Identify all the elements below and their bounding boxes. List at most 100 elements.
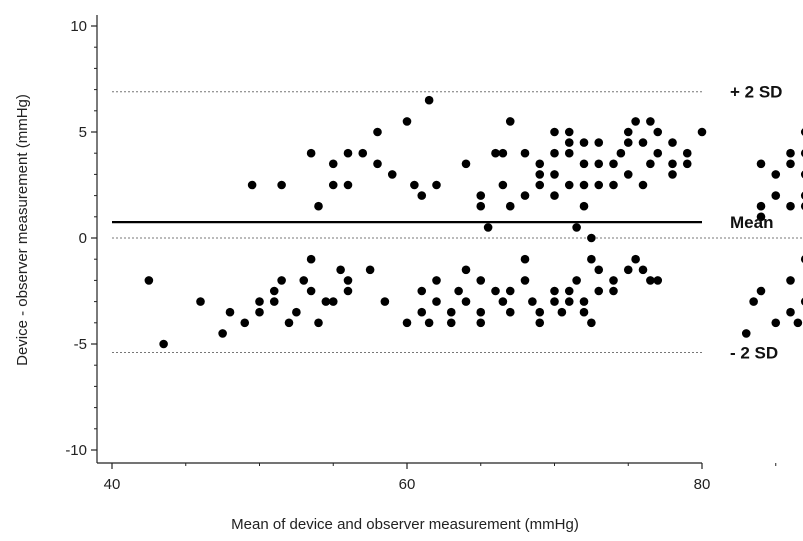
data-point [505,201,515,211]
data-point [786,276,795,285]
data-point [594,265,604,275]
data-point [550,170,559,179]
data-point [476,318,486,328]
data-point [402,318,412,328]
data-point [638,138,648,147]
data-point [579,307,589,317]
data-point [579,138,589,147]
data-point [594,180,604,190]
data-point [550,148,559,158]
data-point [579,159,589,169]
data-point [564,297,574,306]
data-point [476,307,486,317]
data-point [609,286,618,296]
data-point [572,276,581,285]
data-point [314,318,323,328]
data-point [336,265,345,275]
data-point [646,276,655,285]
data-point [373,159,382,169]
data-point [528,297,537,306]
data-point [387,170,397,179]
data-point [159,339,168,349]
data-point [682,148,692,158]
data-point [616,148,626,158]
data-point [446,318,456,328]
data-point [424,318,434,328]
data-point [218,329,227,338]
data-point [564,286,574,296]
data-point [653,148,663,158]
y-tick-label: 5 [79,124,87,141]
ref-line-mean-label: Mean [730,213,773,232]
data-point [461,159,471,169]
data-point [771,170,781,179]
data-point [771,191,781,200]
data-point [343,276,353,285]
data-point [299,276,309,285]
data-point [380,297,390,306]
x-axis-title: Mean of device and observer measurement … [231,516,579,533]
data-point [587,318,596,328]
data-point [498,180,508,190]
data-point [594,286,604,296]
data-point [343,148,353,158]
data-point [771,318,781,328]
data-point [535,307,545,317]
data-point [402,117,412,126]
data-point [255,297,264,306]
data-point [321,297,331,306]
data-point [756,201,766,211]
data-point [292,307,301,317]
y-axis-title: Device - observer measurement (mmHg) [14,94,31,366]
data-point [358,148,368,158]
data-point [587,233,596,243]
data-point [800,297,803,306]
y-tick-label: 0 [79,230,87,247]
data-point [653,127,663,137]
data-point [623,127,633,137]
data-point [572,223,581,232]
data-point [564,180,574,190]
data-point [668,138,677,147]
data-point [646,159,655,169]
data-point [741,329,751,338]
data-point [410,180,419,190]
data-point [343,180,353,190]
data-point [432,297,441,306]
data-point [476,276,486,285]
x-tick-label: 60 [399,476,416,493]
data-point [697,127,707,137]
data-point [609,159,618,169]
data-point [668,159,677,169]
data-point [373,127,382,137]
data-point [306,286,316,296]
data-point [638,265,648,275]
data-point [564,138,574,147]
data-point [520,254,530,264]
data-point [550,297,559,306]
data-point [609,276,618,285]
data-point [505,307,515,317]
data-point [461,265,471,275]
data-point [800,149,803,157]
data-point [800,128,803,136]
data-point [365,265,375,275]
data-point [800,191,803,200]
data-point [520,276,530,285]
y-tick-label: 10 [70,18,87,35]
reference-lines [112,91,803,353]
x-tick-label: 40 [104,476,121,493]
data-point [432,180,441,190]
data-point [646,117,655,126]
data-point [756,159,766,169]
data-point [800,170,803,179]
data-point [535,159,545,169]
data-points [144,95,803,349]
data-point [749,297,758,306]
data-point [314,201,323,211]
data-point [550,127,559,137]
data-point [800,255,803,263]
data-point [756,286,766,296]
data-point [255,307,264,317]
